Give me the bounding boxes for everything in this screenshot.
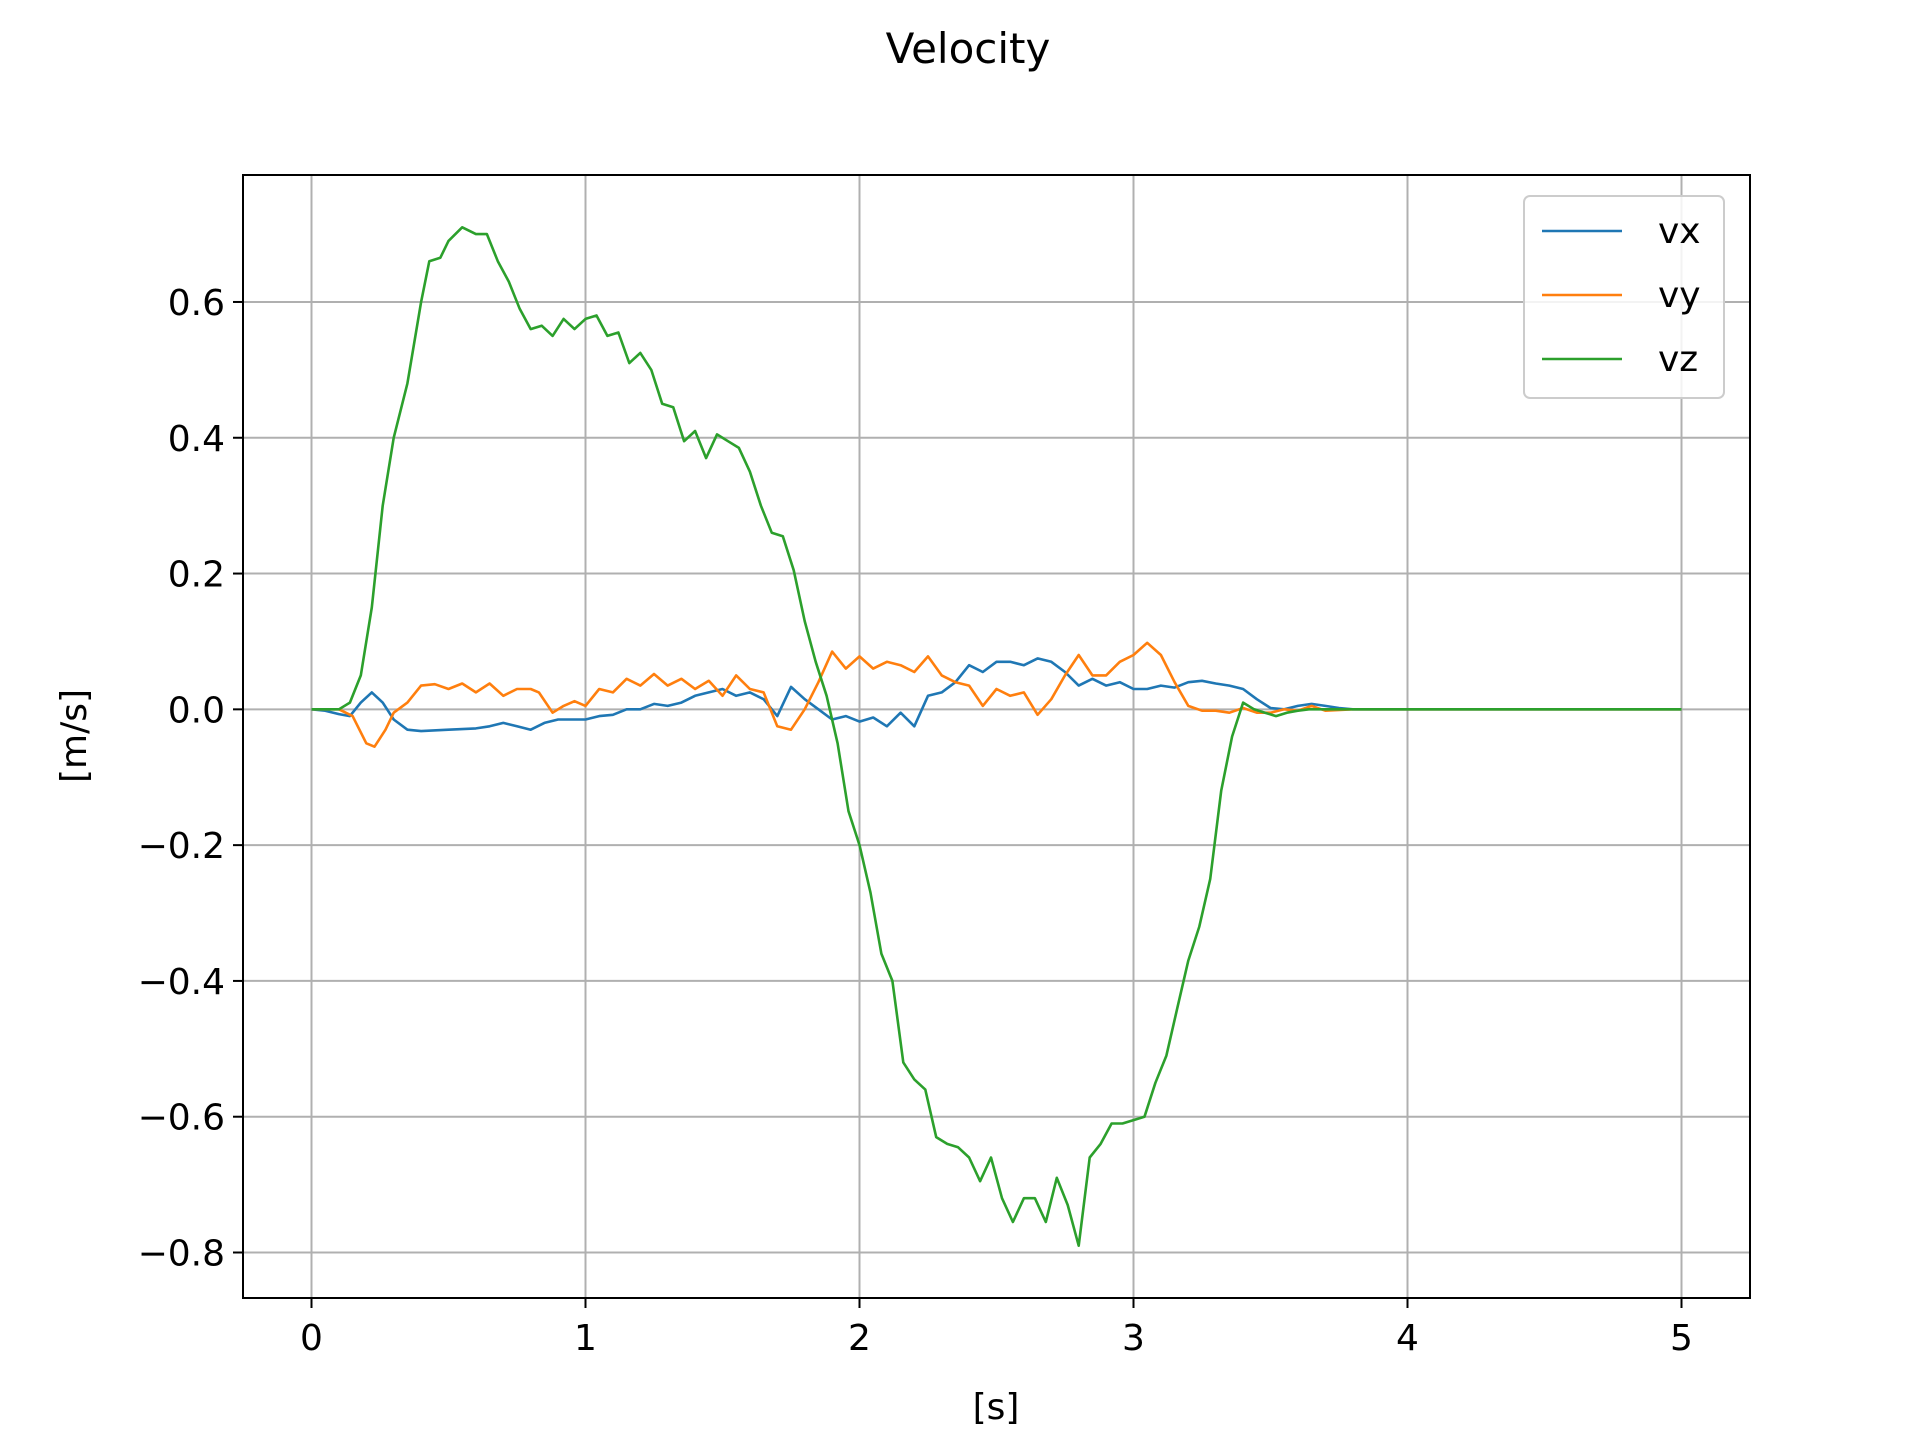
legend-label-vx: vx	[1658, 211, 1701, 252]
legend-box	[1523, 195, 1725, 399]
y-tick-label: −0.6	[138, 1098, 225, 1139]
y-tick-label: 0.2	[168, 555, 225, 596]
plot-frame	[242, 174, 1751, 1299]
x-tick-label: 2	[848, 1318, 871, 1359]
legend-label-vz: vz	[1658, 339, 1698, 380]
x-tick-label: 5	[1670, 1318, 1693, 1359]
series-line-vy	[311, 641, 1682, 749]
y-tick-label: 0.0	[168, 690, 225, 731]
legend-label-vy: vy	[1658, 275, 1701, 316]
axis-ticks: 0 1 2 3 4 5 0.6 0.4 0.2 0.0 −0.2 −0.4 −0.6 −0.8	[138, 283, 1693, 1359]
x-tick-label: 3	[1122, 1318, 1145, 1359]
y-axis-label: [m/s]	[54, 689, 95, 783]
legend: vx vy vz	[1523, 195, 1725, 399]
x-tick-label: 0	[300, 1318, 323, 1359]
x-tick-label: 4	[1396, 1318, 1419, 1359]
x-tick-label: 1	[574, 1318, 597, 1359]
y-tick-label: 0.4	[168, 419, 225, 460]
x-axis-label: [s]	[973, 1387, 1020, 1428]
chart-title: Velocity	[886, 24, 1051, 73]
series-lines	[311, 226, 1682, 1247]
y-tick-label: −0.2	[138, 826, 225, 867]
series-line-vx	[311, 657, 1682, 733]
y-tick-label: −0.8	[138, 1234, 225, 1275]
series-line-vz	[311, 226, 1682, 1247]
y-tick-label: 0.6	[168, 283, 225, 324]
y-tick-label: −0.4	[138, 962, 225, 1003]
